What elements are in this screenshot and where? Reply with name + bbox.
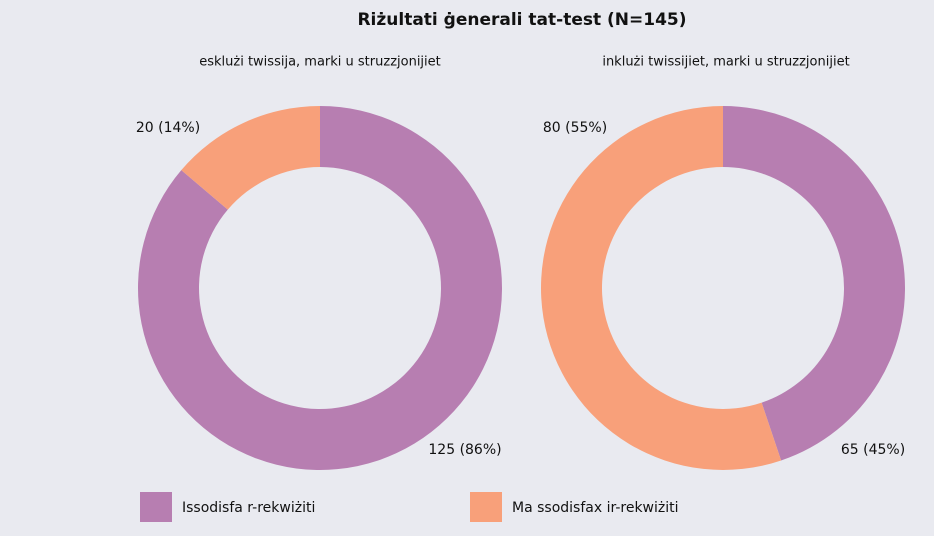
donut-segment [723, 106, 905, 461]
legend-label: Issodisfa r-rekwiżiti [182, 500, 315, 516]
data-label: 80 (55%) [543, 120, 607, 136]
legend-label: Ma ssodisfax ir-rekwiżiti [512, 500, 679, 516]
donut-segment [137, 106, 502, 470]
chart-subtitle: inklużi twissijiet, marki u struzzjoniji… [602, 55, 849, 70]
donut-segment [181, 106, 320, 210]
chart-subtitle: esklużi twissija, marki u struzzjonijiet [199, 55, 441, 70]
data-label: 20 (14%) [136, 120, 200, 136]
data-label: 125 (86%) [428, 442, 501, 458]
data-label: 65 (45%) [841, 442, 905, 458]
donut-segment [541, 106, 782, 470]
legend-swatch [470, 492, 502, 522]
chart-title: Riżultati ġenerali tat-test (N=145) [357, 10, 686, 30]
legend-swatch [140, 492, 172, 522]
